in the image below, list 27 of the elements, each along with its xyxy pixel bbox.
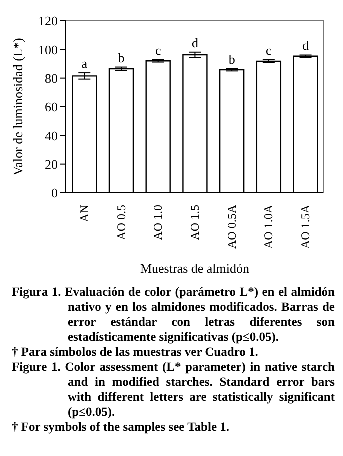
x-axis-title: Muestras de almidón [140,261,250,276]
x-tick-label: AO 0.5A [224,204,239,249]
x-tick-label: AO 0.5 [114,205,128,240]
x-tick-label: AO 1.5 [188,205,202,240]
text: † For symbols of the samples see Table 1. [12,420,230,435]
x-tick-label: AO 1.0 [151,205,166,240]
text: † Para símbolos de las muestras ver Cuadro 1. [12,345,260,360]
data-label: b [118,50,125,66]
data-label: c [266,42,272,58]
data-label: b [228,52,236,67]
data-label: d [302,38,310,54]
text: Figura 1. Evaluación de color (parámetro L*) en el almidón nativo y en los almidones modificados. Barras de error estándar con letras diferentes son estadísticamente significativas (p≤0.05). [12,285,335,345]
y-tick-label: 80 [45,70,58,86]
data-label: d [192,35,199,50]
y-tick-label: 100 [38,42,58,58]
x-tick-label: AO 1.0A [262,204,276,249]
x-tick-label: AO 1.5A [298,204,313,249]
x-tick-label: AN [77,204,92,222]
data-label: c [155,42,162,58]
data-label: a [82,56,88,71]
y-tick-label: 60 [45,100,58,115]
y-axis-title: Valor de luminosidad (L*) [10,38,26,176]
y-tick-label: 20 [45,156,58,172]
y-tick-label: 120 [38,14,58,29]
y-tick-label: 40 [45,128,58,144]
caption: Figure 1. Color assessment (L* parameter) in native starch and in modified starches. Standard error bars with different letters are statistically significant (p≤0.05). [12,360,335,420]
y-tick-label: 0 [52,186,58,201]
